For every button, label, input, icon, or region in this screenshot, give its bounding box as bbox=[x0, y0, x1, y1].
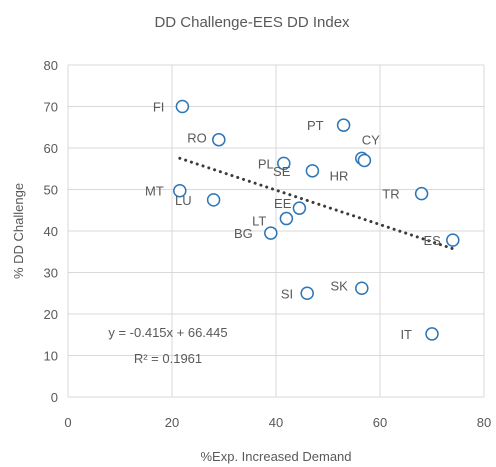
data-point-fi bbox=[175, 99, 190, 114]
y-tick-label: 70 bbox=[44, 100, 58, 115]
data-point-es bbox=[446, 233, 460, 247]
point-label: BG bbox=[234, 226, 253, 241]
data-point-ro bbox=[212, 132, 226, 147]
point-label: HR bbox=[330, 168, 349, 183]
data-point-se bbox=[305, 164, 320, 178]
data-point-bg bbox=[264, 226, 278, 240]
point-label: MT bbox=[145, 184, 164, 199]
y-tick-label: 40 bbox=[44, 224, 58, 239]
point-label: RO bbox=[187, 131, 207, 146]
data-point-tr bbox=[414, 186, 429, 201]
y-tick-label: 10 bbox=[44, 349, 58, 364]
point-label: EE bbox=[274, 196, 292, 211]
data-point-lt bbox=[279, 211, 294, 226]
data-point-ee bbox=[292, 201, 307, 215]
point-label: SI bbox=[281, 286, 293, 301]
point-label: LU bbox=[175, 193, 192, 208]
point-label: ES bbox=[423, 233, 441, 248]
point-label: FI bbox=[153, 100, 165, 115]
data-point-sk bbox=[355, 281, 369, 296]
y-axis-title: % DD Challenge bbox=[11, 183, 26, 279]
y-tick-label: 30 bbox=[44, 266, 58, 281]
data-point-hr bbox=[357, 153, 372, 168]
point-label: SK bbox=[330, 278, 348, 293]
data-point-it bbox=[425, 327, 439, 341]
x-tick-label: 0 bbox=[64, 415, 71, 430]
trendline bbox=[178, 156, 455, 251]
y-tick-label: 0 bbox=[51, 390, 58, 405]
point-label: PT bbox=[307, 118, 324, 133]
y-tick-label: 60 bbox=[44, 141, 58, 156]
x-tick-label: 80 bbox=[477, 415, 491, 430]
x-tick-label: 40 bbox=[269, 415, 283, 430]
chart-title: DD Challenge-EES DD Index bbox=[154, 14, 350, 31]
x-axis-title: %Exp. Increased Demand bbox=[200, 449, 351, 464]
data-point-si bbox=[300, 286, 314, 300]
x-tick-label: 20 bbox=[165, 415, 179, 430]
data-point-mt bbox=[173, 183, 187, 198]
tick-labels: 0 10 20 30 40 50 60 70 80 0 20 40 60 80 bbox=[44, 58, 492, 430]
trendline-r2: R² = 0.1961 bbox=[134, 351, 202, 366]
trendline-layer bbox=[178, 156, 455, 251]
point-label: CY bbox=[362, 132, 380, 147]
data-point-pt bbox=[336, 118, 351, 132]
point-label: LT bbox=[252, 214, 266, 229]
y-tick-label: 50 bbox=[44, 183, 58, 198]
point-label: SE bbox=[273, 164, 291, 179]
y-tick-label: 80 bbox=[44, 58, 58, 73]
x-tick-label: 60 bbox=[373, 415, 387, 430]
point-label: IT bbox=[400, 327, 412, 342]
point-label: TR bbox=[382, 187, 399, 202]
point-label: PL bbox=[258, 156, 274, 171]
data-point-lu bbox=[206, 193, 221, 207]
trendline-equation: y = -0.415x + 66.445 bbox=[108, 325, 227, 340]
data-point-pl bbox=[277, 156, 291, 171]
y-tick-label: 20 bbox=[44, 307, 58, 322]
